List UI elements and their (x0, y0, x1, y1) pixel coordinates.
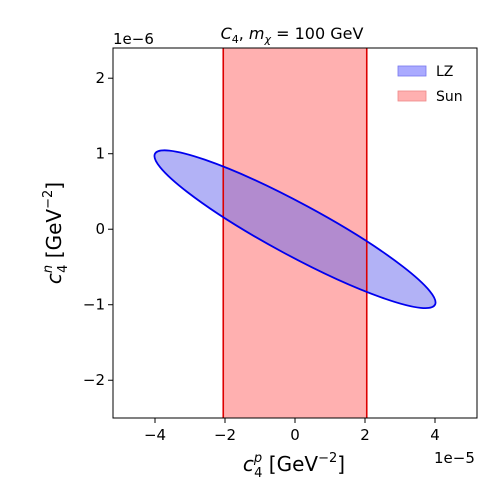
legend-label-sun: Sun (436, 89, 463, 105)
ticks: −4 −2 0 2 4 −2 −1 0 1 2 (83, 69, 440, 444)
x-axis-label: cp 4 [GeV−2] (243, 451, 345, 481)
x-offset-text: 1e−5 (434, 449, 475, 467)
legend-swatch-sun (397, 90, 427, 102)
title-prefix: C (221, 24, 233, 43)
y-offset-text: 1e−6 (113, 30, 154, 48)
y-label-sup: n (41, 265, 56, 273)
y-label-sub: 4 (56, 265, 71, 273)
y-label-close: ] (42, 182, 66, 190)
plot-area (153, 48, 437, 418)
y-tick-label: 2 (95, 69, 105, 87)
x-tick-label: −2 (214, 426, 236, 444)
y-tick-label: 0 (95, 220, 105, 238)
x-label-sub: 4 (254, 466, 262, 481)
title-sep: , (239, 24, 249, 43)
x-label-unit-sup: −2 (318, 451, 337, 466)
x-tick-label: 0 (290, 426, 300, 444)
title-prefix-sub: 4 (232, 33, 239, 46)
y-tick-label: 1 (95, 145, 105, 163)
chart-title: C4, mχ = 100 GeV (221, 24, 364, 46)
y-tick-label: −2 (83, 371, 105, 389)
y-tick-label: −1 (83, 296, 105, 314)
legend: LZ Sun (397, 64, 463, 105)
y-axis-label: cn4 [GeV−2] (41, 182, 71, 284)
y-label-unit: [GeV (42, 209, 66, 265)
y-label-unit-sup: −2 (41, 190, 56, 209)
x-label-base: c (243, 452, 254, 476)
x-tick-label: 2 (360, 426, 370, 444)
x-tick-label: 4 (430, 426, 440, 444)
x-label-close: ] (337, 452, 345, 476)
legend-label-lz: LZ (436, 64, 453, 80)
title-rest: = 100 GeV (271, 24, 363, 43)
x-label-unit: [GeV (262, 452, 318, 476)
title-m: m (249, 24, 265, 43)
lz-contour (153, 149, 437, 310)
legend-swatch-lz (397, 65, 427, 77)
x-tick-label: −4 (144, 426, 166, 444)
x-label-sup: p (253, 451, 262, 466)
lz-region (154, 150, 436, 309)
title-m-sub: χ (264, 33, 272, 46)
y-label-base: c (42, 273, 66, 284)
